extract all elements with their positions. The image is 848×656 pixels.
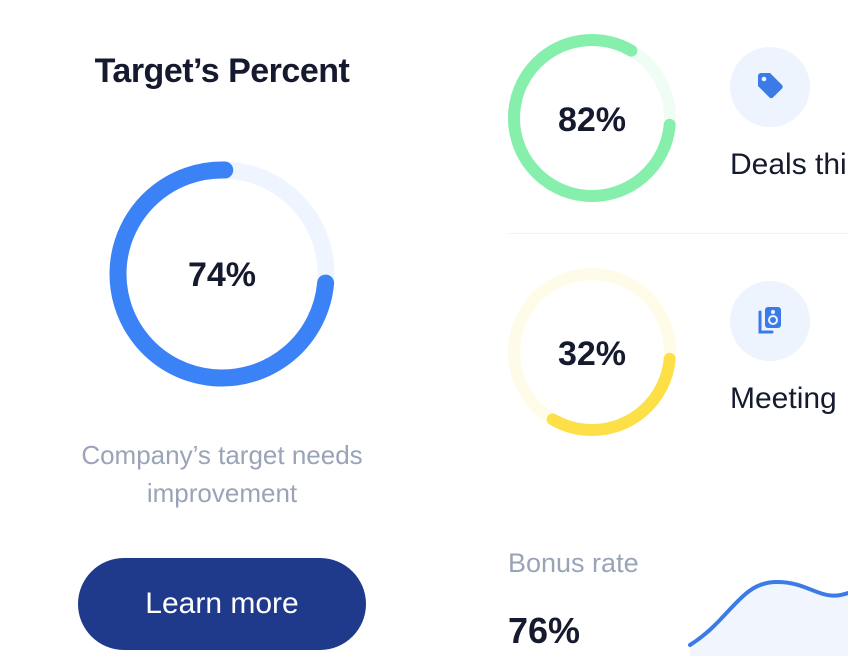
bonus-label: Bonus rate <box>508 548 639 578</box>
deals-percent: 82% <box>557 101 627 139</box>
deals-label: Deals thi <box>730 148 847 181</box>
target-ring <box>109 161 335 387</box>
learn-more-button[interactable]: Learn more <box>78 558 366 650</box>
deals-ring <box>508 34 676 202</box>
bonus-sparkline <box>688 579 848 647</box>
target-percent: 74% <box>187 256 257 294</box>
meeting-icon-badge <box>730 281 810 361</box>
bonus-sparkline-fill <box>690 581 848 656</box>
ring-progress <box>508 34 676 202</box>
card-title: Target’s Percent <box>94 52 350 90</box>
deals-icon-badge <box>730 47 810 127</box>
ring-progress <box>109 161 335 387</box>
meeting-ring <box>508 268 676 436</box>
divider <box>508 233 848 234</box>
speaker-icon <box>758 307 781 334</box>
ring-progress <box>508 268 676 436</box>
target-description: Company’s target needs improvement <box>81 440 363 508</box>
tag-icon <box>758 73 783 99</box>
meeting-label: Meeting <box>730 382 837 415</box>
bonus-value: 76% <box>508 610 581 651</box>
meeting-percent: 32% <box>557 335 627 373</box>
